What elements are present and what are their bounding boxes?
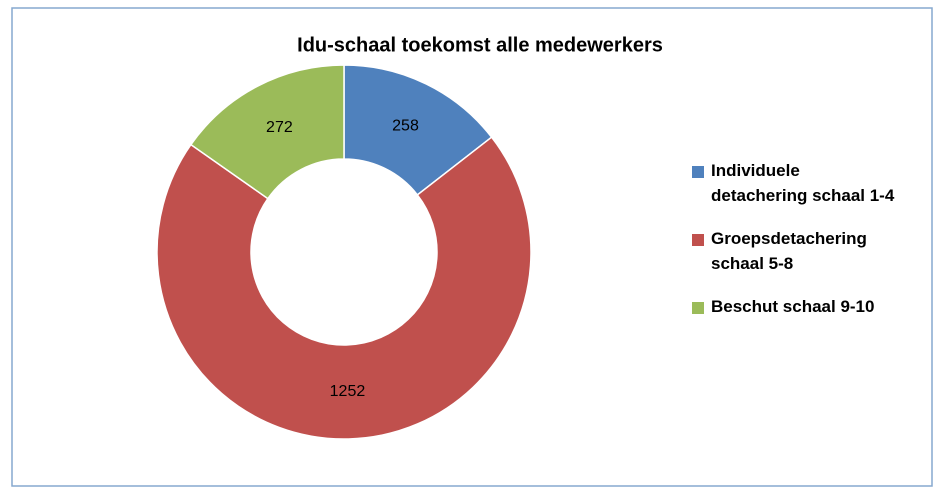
chart-title: Idu-schaal toekomst alle medewerkers — [297, 34, 663, 56]
legend-label-line: Individuele — [711, 161, 800, 180]
legend-swatch — [692, 234, 704, 246]
data-label: 258 — [392, 117, 419, 134]
legend-label-line: schaal 5-8 — [711, 254, 793, 273]
slice — [189, 64, 345, 200]
data-label: 1252 — [330, 383, 366, 400]
legend-swatch — [692, 302, 704, 314]
legend-label-line: Beschut schaal 9-10 — [711, 297, 874, 316]
legend-label: Groepsdetachering schaal 5-8 — [711, 229, 867, 273]
data-label: 272 — [266, 119, 293, 136]
legend-swatch — [692, 166, 704, 178]
legend-label-line: detachering schaal 1-4 — [711, 186, 895, 205]
legend-label-line: Groepsdetachering — [711, 229, 867, 248]
legend-label: Beschut schaal 9-10 — [711, 297, 874, 316]
legend-label: Individuele detachering schaal 1-4 — [711, 161, 895, 205]
slice — [156, 136, 532, 440]
